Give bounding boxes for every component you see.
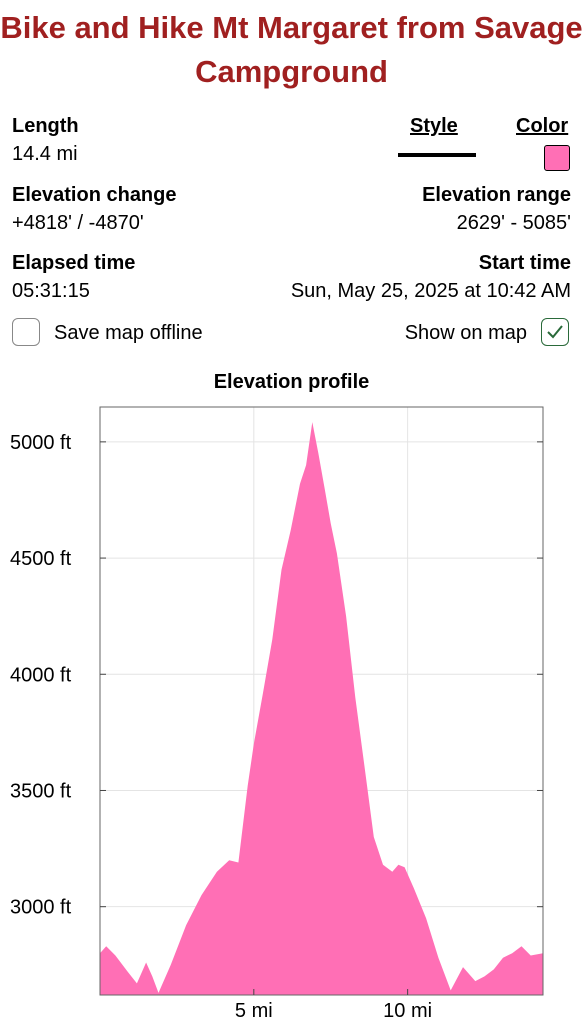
chart-title: Elevation profile (213, 371, 370, 393)
style-button[interactable]: Style (410, 115, 458, 137)
y-tick-label: 5000 ft (10, 432, 72, 454)
elevation-range-value: 2629' - 5085' (456, 212, 571, 234)
y-tick-label: 3500 ft (10, 780, 72, 802)
y-tick-label: 4500 ft (10, 548, 72, 570)
plot-frame (99, 406, 544, 996)
y-tick-label: 4000 ft (10, 664, 72, 686)
x-tick-label: 5 mi (235, 1000, 273, 1022)
y-tick-label: 3000 ft (10, 897, 72, 919)
length-value: 14.4 mi (12, 143, 78, 165)
elevation-area (100, 422, 543, 996)
elevation-change-label: Elevation change (12, 184, 177, 206)
start-time-label: Start time (478, 252, 571, 274)
color-swatch[interactable] (544, 145, 570, 171)
save-offline-label: Save map offline (54, 322, 203, 344)
start-time-value: Sun, May 25, 2025 at 10:42 AM (290, 280, 571, 302)
color-button[interactable]: Color (516, 115, 569, 137)
show-on-map-checkbox[interactable] (541, 318, 569, 346)
checkmark-icon (546, 324, 563, 338)
elevation-change-value: +4818' / -4870' (12, 212, 144, 234)
elapsed-time-label: Elapsed time (12, 252, 136, 274)
elevation-range-label: Elevation range (422, 184, 571, 206)
length-label: Length (12, 115, 79, 137)
elapsed-time-value: 05:31:15 (12, 280, 90, 302)
route-title: Bike and Hike Mt Margaret from Savage Ca… (0, 10, 583, 89)
save-offline-checkbox[interactable] (12, 318, 40, 346)
show-on-map-label: Show on map (404, 322, 527, 344)
x-tick-label: 10 mi (383, 1000, 432, 1022)
line-style-preview[interactable] (398, 153, 476, 157)
